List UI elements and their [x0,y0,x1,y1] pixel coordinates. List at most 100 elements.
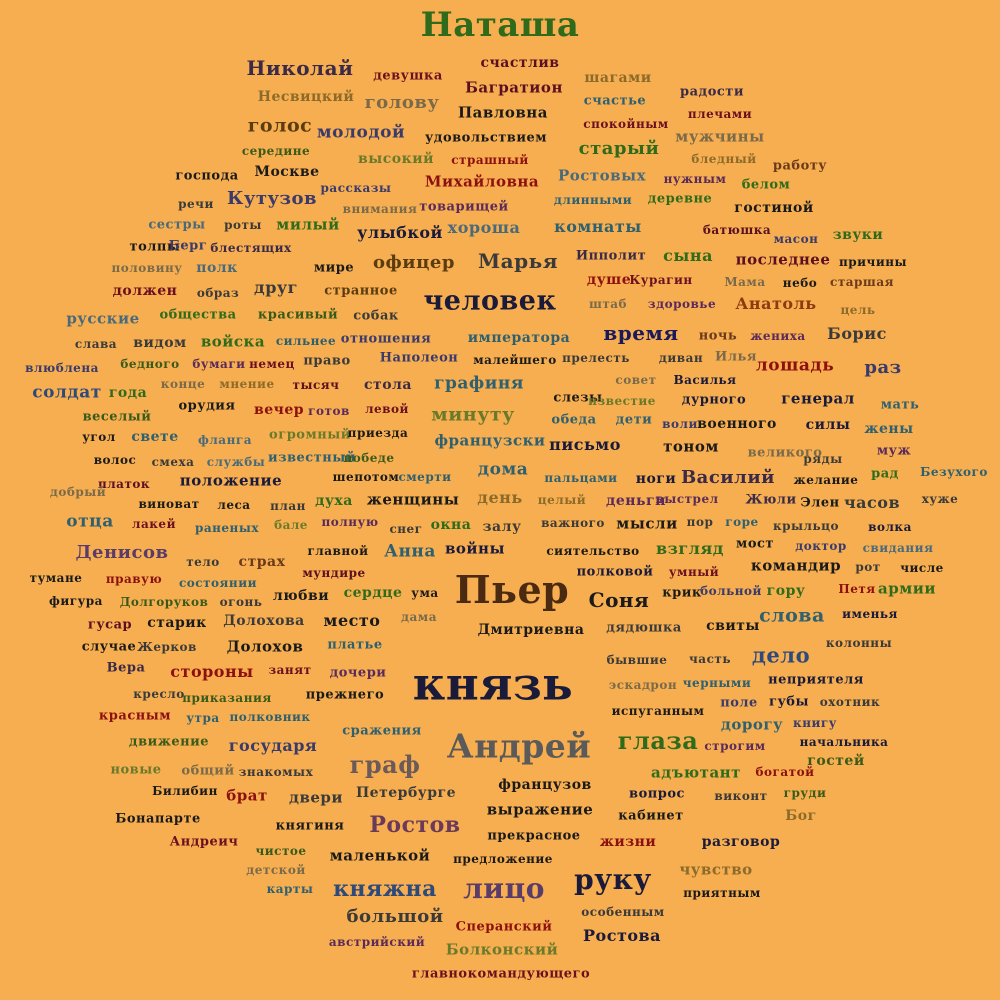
cloud-word: неприятеля [768,672,864,688]
cloud-word: плечами [687,107,753,121]
cloud-word: приказания [182,691,272,705]
cloud-word: мать [880,397,920,413]
cloud-word: богатой [755,765,815,779]
cloud-word: армии [878,579,936,598]
cloud-word: середине [241,144,311,158]
cloud-word: гору [766,583,806,599]
cloud-word: милый [276,215,340,234]
cloud-word: ума [411,586,439,600]
cloud-word: Кутузов [226,188,318,209]
cloud-word: слезы [553,390,603,406]
cloud-word: выстрел [655,492,719,506]
cloud-word: жизни [599,834,657,850]
cloud-word: готов [308,404,350,418]
cloud-word: ноги [635,471,677,487]
cloud-word: муж [876,443,912,459]
cloud-word: книгу [793,716,837,730]
cloud-word: орудия [178,398,236,414]
cloud-word: особенным [581,905,665,919]
cloud-word: стола [364,377,412,393]
cloud-word: занят [268,663,312,677]
cloud-word: хуже [921,492,959,506]
cloud-word: женщины [366,490,460,509]
cloud-word: платье [327,637,383,653]
cloud-word: улыбкой [357,223,443,242]
cloud-word: рот [855,560,881,574]
cloud-word: кабинет [618,808,684,824]
cloud-word: день [477,488,523,507]
cloud-word: собак [353,308,399,324]
cloud-word: службы [206,455,266,469]
cloud-word: губы [769,694,809,710]
cloud-word: адъютант [651,763,741,782]
cloud-word: движение [128,734,210,750]
cloud-word: свиты [706,618,760,634]
cloud-word: солдат [32,382,102,403]
cloud-word: Элен [800,495,840,511]
cloud-word: отца [66,511,114,532]
cloud-word: бале [274,518,308,532]
cloud-word: сражения [342,723,422,739]
cloud-word: мост [736,536,774,552]
cloud-word: тоном [663,437,719,456]
cloud-word: общества [159,307,237,323]
cloud-word: половину [111,261,183,275]
cloud-word: угол [82,430,116,444]
cloud-word: Курагин [629,273,693,287]
cloud-word: радости [680,84,744,100]
cloud-word: звуки [832,227,884,243]
cloud-word: утра [186,711,220,725]
cloud-word: Николай [246,56,354,80]
cloud-word: Жюли [745,492,797,508]
cloud-word: сиятельство [546,544,640,558]
cloud-word: взгляд [656,539,724,558]
cloud-word: духа [315,493,353,509]
cloud-word: дело [751,642,811,668]
cloud-word: внимания [342,202,418,216]
cloud-word: горе [725,515,759,529]
cloud-word: спокойным [583,117,669,131]
cloud-word: тело [186,555,220,569]
cloud-word: мнение [219,377,275,391]
cloud-word: гостей [807,753,865,769]
cloud-word: высокий [357,151,435,167]
cloud-word: новые [110,762,162,778]
cloud-word: строгим [704,739,766,753]
cloud-word: свете [131,429,179,445]
cloud-word: прекрасное [487,828,581,844]
cloud-word: Багратион [465,78,563,97]
cloud-word: друг [254,278,298,297]
cloud-word: огонь [219,595,263,609]
cloud-word: года [108,385,148,401]
cloud-word: место [323,611,381,630]
cloud-word: слова [759,604,825,627]
cloud-word: шагами [584,70,652,86]
cloud-word: войны [444,539,506,558]
cloud-word: Пьер [454,567,570,612]
cloud-word: детской [246,863,306,877]
cloud-word: окна [430,517,472,533]
cloud-word: речи [178,197,214,211]
cloud-word: работу [772,158,828,174]
cloud-word: хороша [447,218,521,237]
cloud-word: брат [226,786,268,805]
cloud-word: колонны [825,636,893,650]
cloud-word: раз [864,357,902,378]
cloud-word: Соня [588,588,650,612]
cloud-word: императора [467,330,571,346]
cloud-word: Ростова [582,926,662,945]
cloud-word: леса [217,498,251,512]
cloud-word: Денисов [75,542,169,563]
cloud-word: Болконский [445,940,559,959]
cloud-word: Борис [827,324,887,343]
cloud-word: большой [346,906,444,927]
cloud-word: старшая [830,275,894,289]
cloud-word: крик [662,585,702,601]
cloud-word: именья [842,607,898,621]
cloud-word: здоровье [647,297,717,311]
cloud-word: Москве [254,164,320,180]
cloud-word: право [303,353,351,369]
cloud-word: лакей [132,517,176,531]
cloud-word: виноват [138,497,200,511]
